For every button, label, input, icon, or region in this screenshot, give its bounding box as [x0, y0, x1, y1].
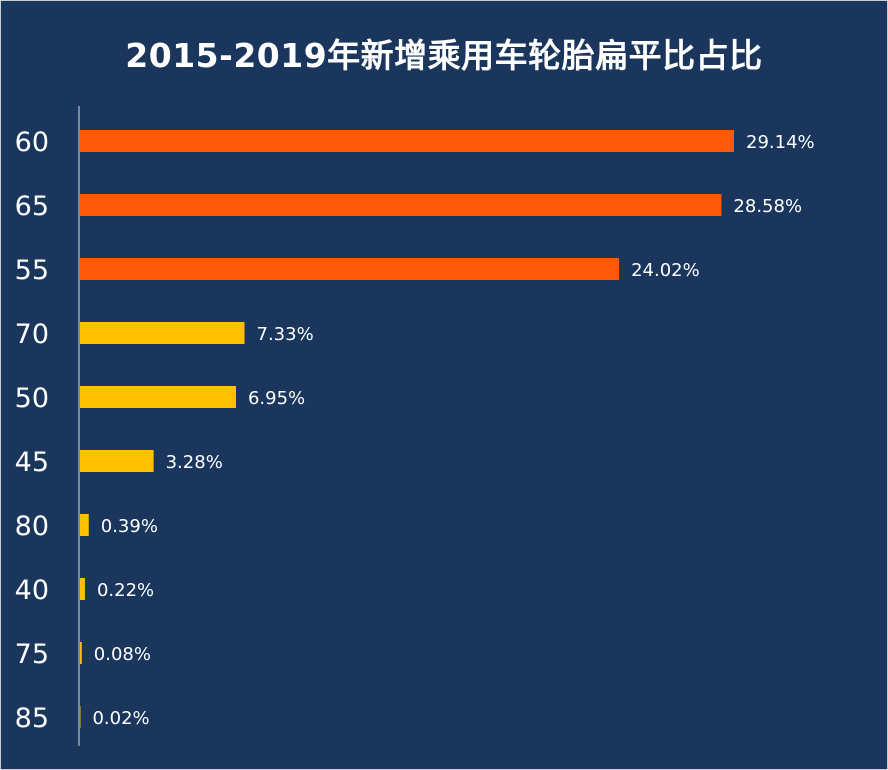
bar — [80, 578, 85, 600]
bar — [80, 130, 734, 152]
bar — [80, 514, 89, 536]
value-label: 0.02% — [92, 708, 149, 729]
category-label: 50 — [15, 383, 49, 414]
category-label: 60 — [15, 127, 49, 158]
value-label: 0.22% — [97, 580, 154, 601]
value-label: 0.39% — [101, 516, 158, 537]
category-label: 70 — [15, 319, 49, 350]
category-label: 45 — [15, 447, 49, 478]
chart-title: 2015-2019年新增乘用车轮胎扁平比占比 — [125, 36, 763, 75]
category-label: 40 — [15, 575, 49, 606]
value-label: 29.14% — [746, 132, 815, 153]
value-label: 24.02% — [631, 260, 700, 281]
category-label: 75 — [15, 639, 49, 670]
value-label: 7.33% — [257, 324, 314, 345]
value-label: 3.28% — [166, 452, 223, 473]
value-label: 28.58% — [733, 196, 802, 217]
category-label: 85 — [15, 703, 49, 734]
bar — [80, 386, 236, 408]
category-label: 55 — [15, 255, 49, 286]
bar — [80, 194, 722, 216]
bar — [80, 642, 82, 664]
category-label: 80 — [15, 511, 49, 542]
bar — [80, 322, 245, 344]
bar — [80, 450, 154, 472]
value-label: 0.08% — [94, 644, 151, 665]
value-label: 6.95% — [248, 388, 305, 409]
category-label: 65 — [15, 191, 49, 222]
bar — [80, 258, 620, 280]
